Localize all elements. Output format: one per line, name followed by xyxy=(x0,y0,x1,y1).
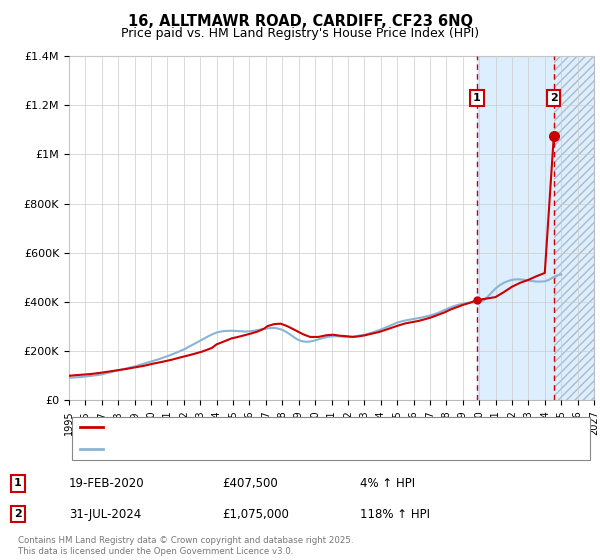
Text: Price paid vs. HM Land Registry's House Price Index (HPI): Price paid vs. HM Land Registry's House … xyxy=(121,27,479,40)
Bar xyxy=(477,56,554,400)
Text: 1: 1 xyxy=(14,478,22,488)
Text: 1: 1 xyxy=(473,93,481,103)
Text: 19-FEB-2020: 19-FEB-2020 xyxy=(69,477,145,490)
Text: HPI: Average price, detached house, Cardiff: HPI: Average price, detached house, Card… xyxy=(109,444,337,454)
Text: 2: 2 xyxy=(14,509,22,519)
Text: 16, ALLTMAWR ROAD, CARDIFF, CF23 6NQ (detached house): 16, ALLTMAWR ROAD, CARDIFF, CF23 6NQ (de… xyxy=(109,422,423,432)
Text: Contains HM Land Registry data © Crown copyright and database right 2025.
This d: Contains HM Land Registry data © Crown c… xyxy=(18,536,353,556)
Text: 31-JUL-2024: 31-JUL-2024 xyxy=(69,507,141,521)
Text: £1,075,000: £1,075,000 xyxy=(222,507,289,521)
Text: 2: 2 xyxy=(550,93,557,103)
Text: 4% ↑ HPI: 4% ↑ HPI xyxy=(360,477,415,490)
Bar xyxy=(554,56,600,400)
Text: 16, ALLTMAWR ROAD, CARDIFF, CF23 6NQ: 16, ALLTMAWR ROAD, CARDIFF, CF23 6NQ xyxy=(128,14,473,29)
Text: 118% ↑ HPI: 118% ↑ HPI xyxy=(360,507,430,521)
FancyBboxPatch shape xyxy=(71,417,590,460)
Text: £407,500: £407,500 xyxy=(222,477,278,490)
Bar xyxy=(554,56,600,400)
